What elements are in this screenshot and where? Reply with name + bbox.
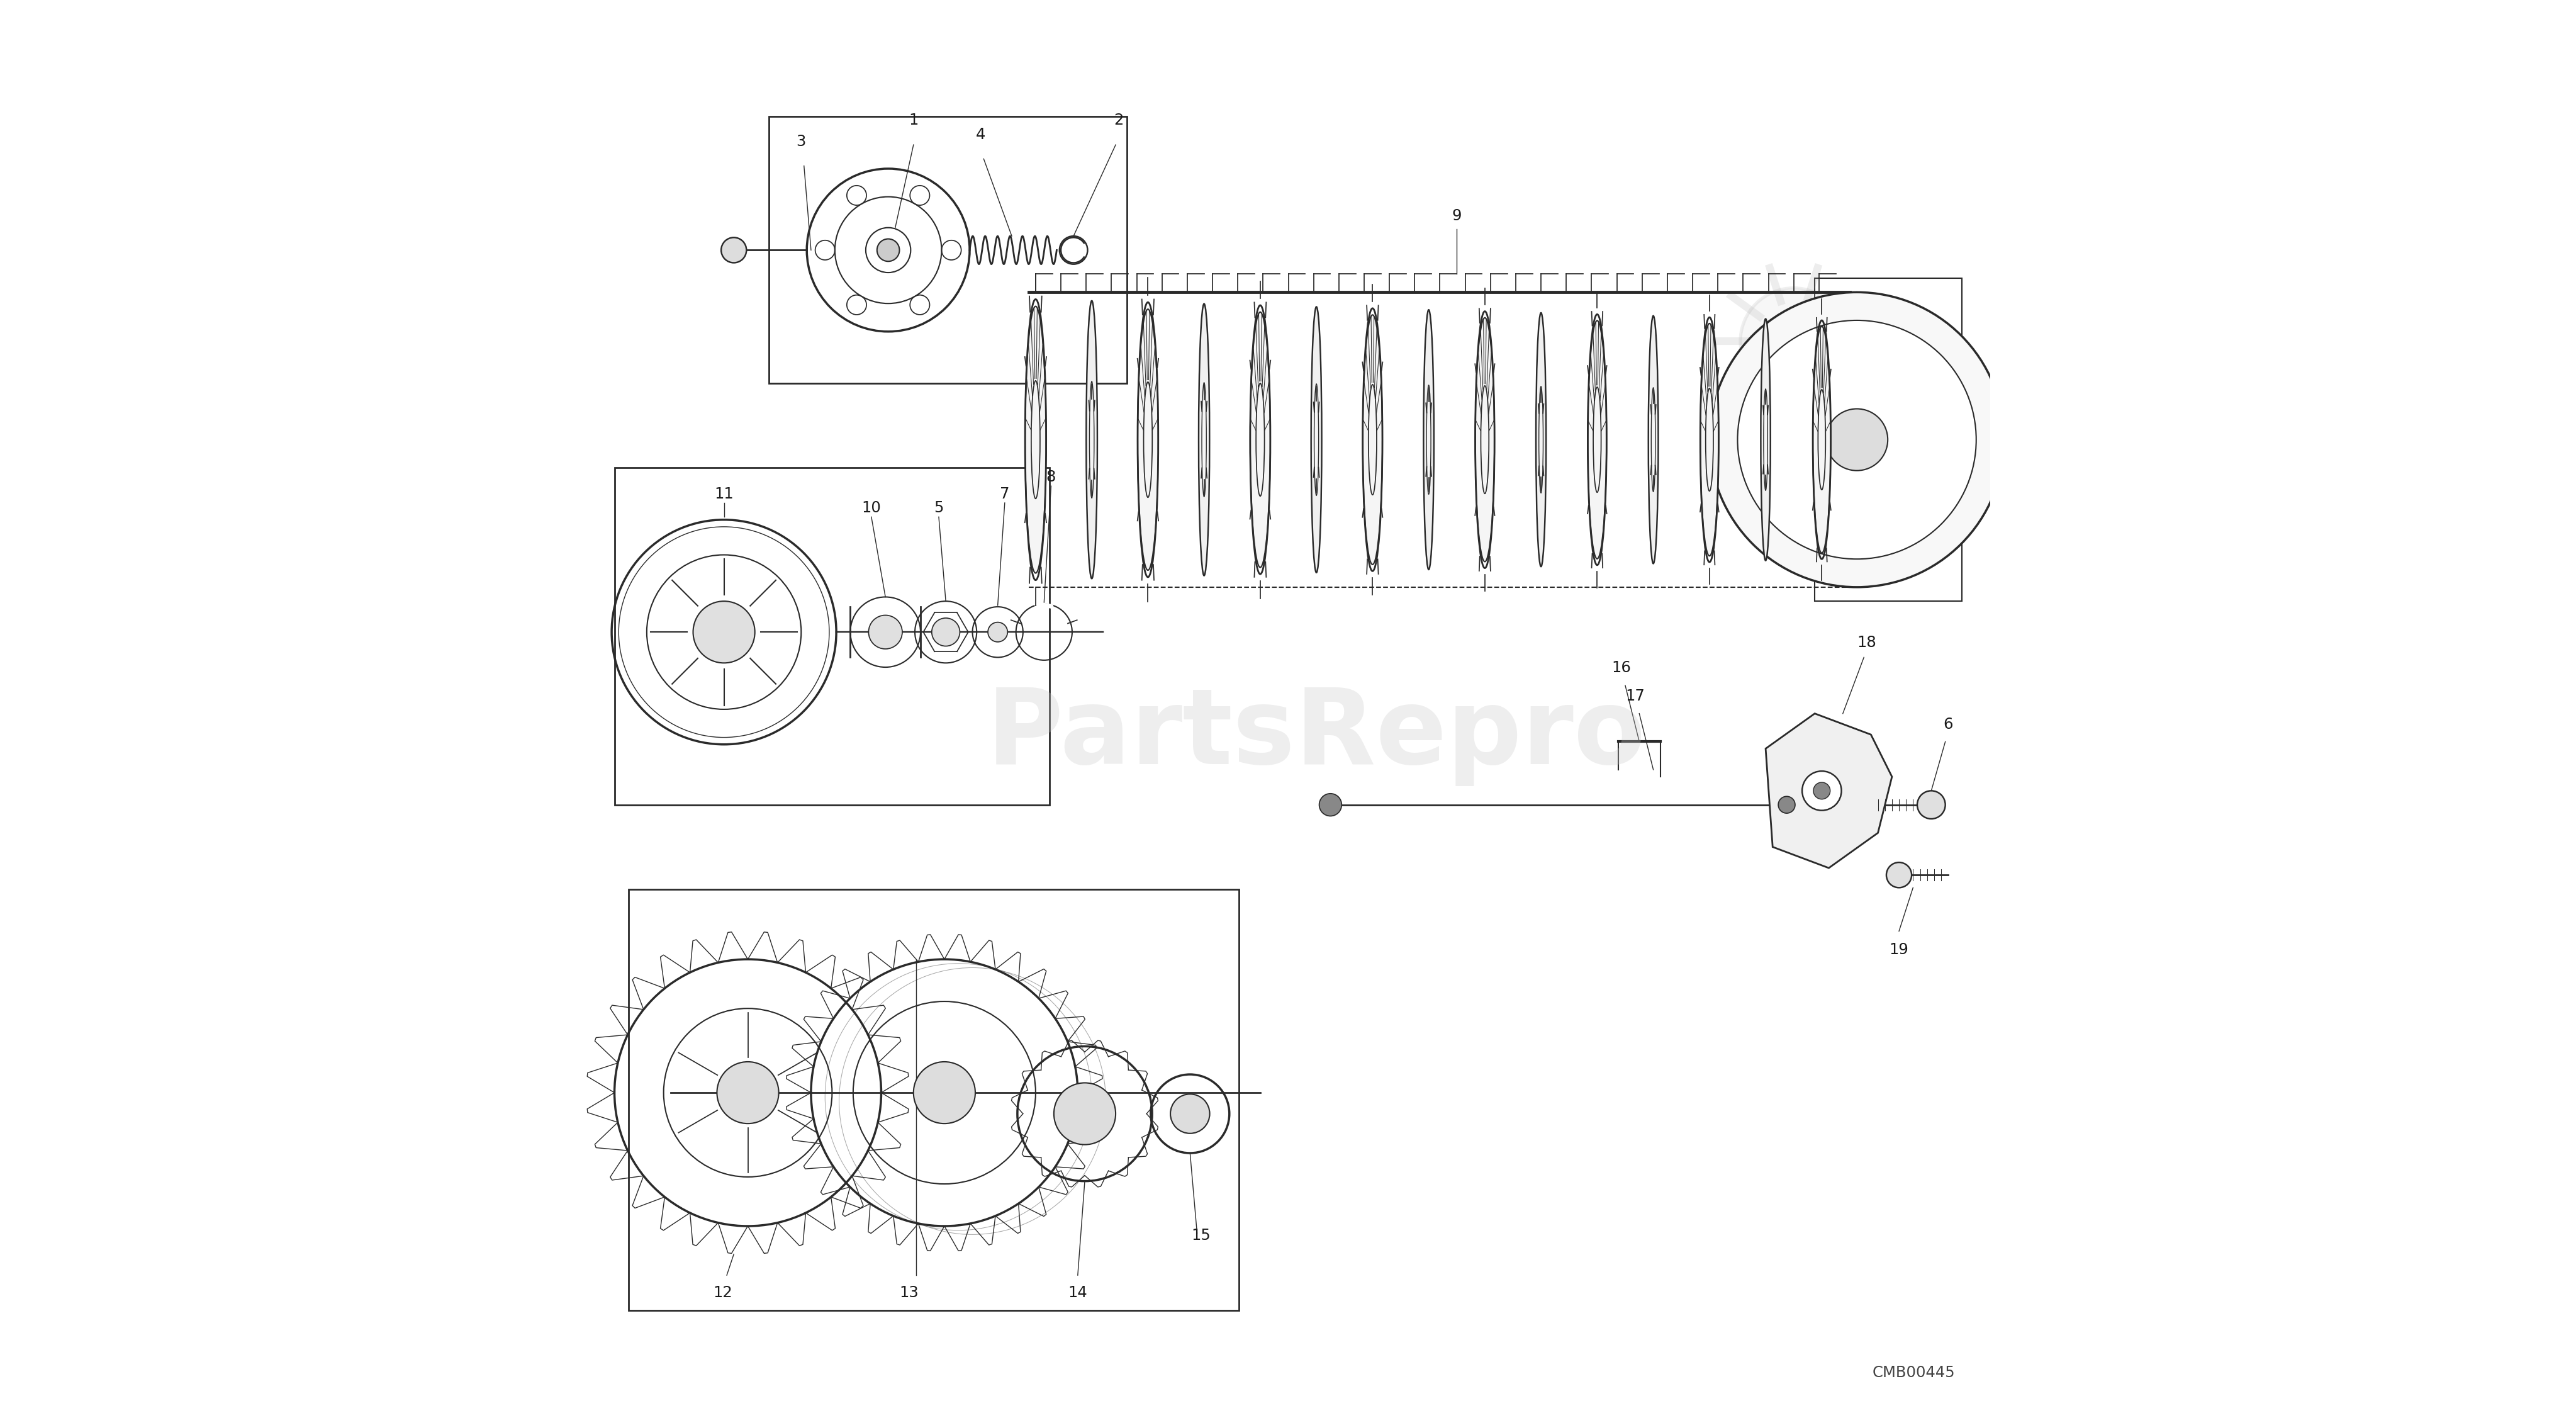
Text: 15: 15 [1190,1228,1211,1243]
Circle shape [1739,288,1847,394]
Text: 14: 14 [1069,1284,1087,1300]
Ellipse shape [1649,317,1659,564]
Circle shape [1801,771,1842,811]
Bar [613,468,1048,805]
Circle shape [1708,292,2004,588]
Circle shape [721,237,747,263]
Text: 2: 2 [1113,113,1123,129]
Ellipse shape [1535,312,1546,567]
Ellipse shape [1587,321,1607,558]
Text: 12: 12 [714,1284,732,1300]
Text: PartsRepro: PartsRepro [987,684,1646,786]
Ellipse shape [1814,326,1832,552]
Ellipse shape [1314,384,1319,496]
Ellipse shape [1198,304,1208,575]
Text: 13: 13 [899,1284,920,1300]
Circle shape [1170,1094,1208,1133]
Ellipse shape [1759,319,1770,561]
Ellipse shape [1200,383,1206,497]
Circle shape [1826,408,1888,471]
Ellipse shape [1025,307,1046,574]
Ellipse shape [1476,318,1494,561]
Bar [629,889,1239,1310]
Circle shape [876,239,899,261]
Bar [1814,278,1963,601]
Text: 5: 5 [933,500,943,516]
Text: 7: 7 [999,486,1010,502]
Text: 1: 1 [909,113,917,129]
Circle shape [1777,797,1795,814]
Text: 9: 9 [1450,208,1461,223]
Text: CMB00445: CMB00445 [1873,1365,1955,1381]
Ellipse shape [1090,382,1095,497]
Circle shape [1777,325,1811,359]
Ellipse shape [1311,307,1321,572]
Bar [768,117,1126,383]
Text: 3: 3 [796,134,806,148]
Ellipse shape [1762,389,1767,490]
Circle shape [1886,862,1911,887]
Ellipse shape [1087,301,1097,578]
Text: 16: 16 [1610,660,1631,675]
Text: 17: 17 [1625,688,1643,704]
Circle shape [693,601,755,663]
Circle shape [1736,321,1976,560]
Ellipse shape [1651,387,1654,492]
Circle shape [1319,794,1342,817]
Ellipse shape [1249,312,1270,568]
Circle shape [716,1061,778,1123]
Circle shape [1814,783,1829,800]
Text: 4: 4 [976,127,987,141]
Text: 6: 6 [1942,716,1953,732]
Circle shape [1917,791,1945,820]
Text: 19: 19 [1888,942,1909,958]
Circle shape [987,622,1007,642]
Ellipse shape [1427,386,1430,495]
Polygon shape [1765,714,1891,868]
Ellipse shape [1363,315,1383,565]
Ellipse shape [1700,324,1718,555]
Circle shape [1054,1082,1115,1145]
Text: 10: 10 [860,500,881,516]
Circle shape [933,617,961,646]
Text: 18: 18 [1857,636,1875,650]
Text: 11: 11 [714,486,734,502]
Ellipse shape [1538,386,1543,493]
Ellipse shape [1422,309,1432,569]
Ellipse shape [1139,309,1159,571]
Circle shape [914,1061,976,1123]
Circle shape [868,615,902,649]
Text: 8: 8 [1046,469,1056,485]
